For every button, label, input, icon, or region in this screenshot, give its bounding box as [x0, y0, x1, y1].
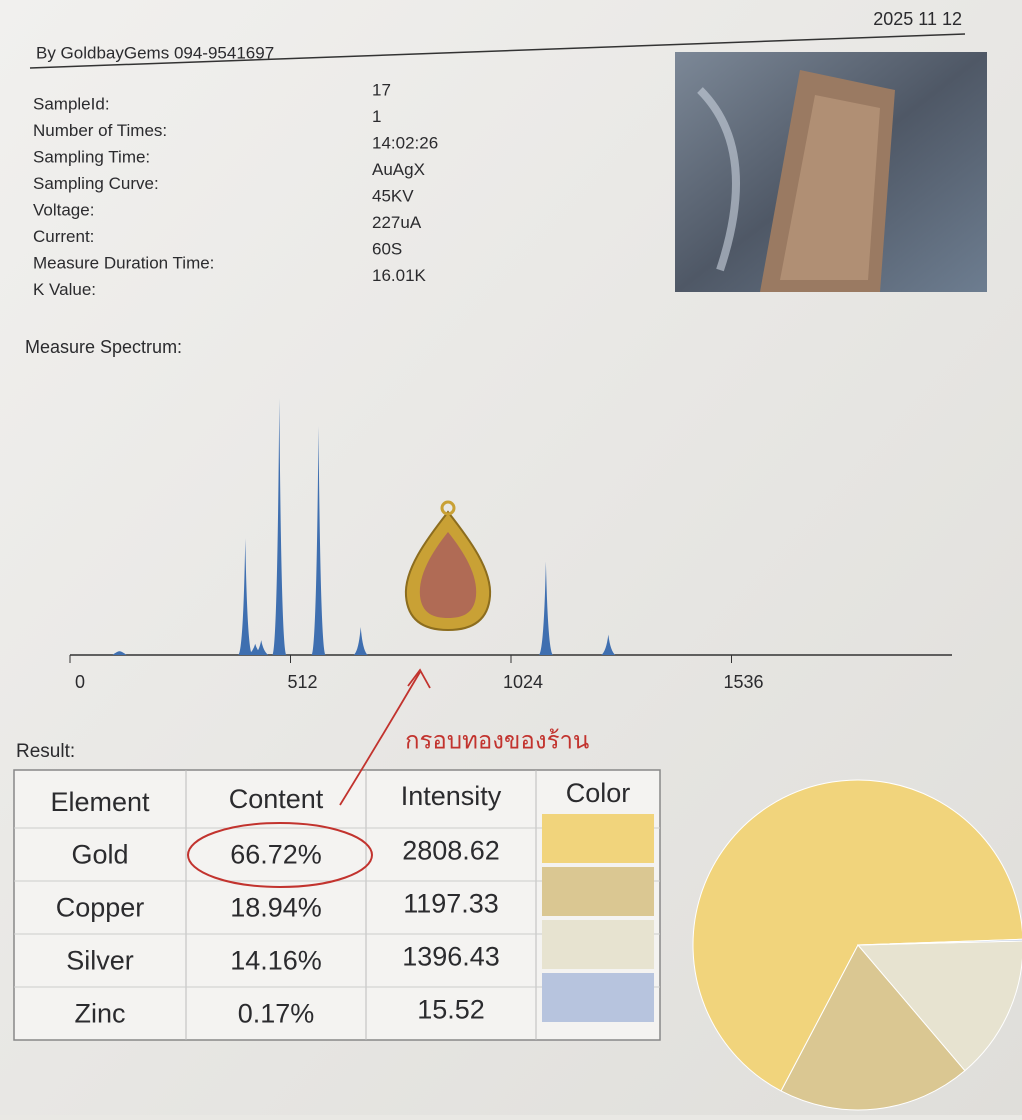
- content-cell: 66.72%: [230, 840, 322, 870]
- intensity-cell: 1396.43: [402, 942, 500, 972]
- intensity-cell: 2808.62: [402, 836, 500, 866]
- header-cell: Content: [229, 784, 324, 814]
- x-tick-label: 1024: [503, 672, 543, 692]
- info-value: 227uA: [372, 213, 422, 232]
- spectrum-peak: [601, 634, 616, 655]
- header-cell: Intensity: [401, 781, 502, 811]
- info-value: 60S: [372, 239, 402, 258]
- sample-photo: [675, 52, 987, 292]
- info-value: 16.01K: [372, 266, 427, 285]
- color-swatch: [542, 973, 654, 1022]
- info-label: SampleId:: [33, 94, 110, 113]
- info-label: Sampling Time:: [33, 147, 150, 166]
- x-tick-label: 0: [75, 672, 85, 692]
- pie-slice: [692, 779, 1022, 1092]
- element-cell: Silver: [66, 946, 134, 976]
- header-cell: Color: [566, 778, 631, 808]
- company: By GoldbayGems 094-9541697: [36, 43, 274, 62]
- info-value: 14:02:26: [372, 133, 438, 152]
- color-swatch: [542, 920, 654, 969]
- pendant: [404, 500, 492, 632]
- info-value: 45KV: [372, 186, 414, 205]
- info-value: AuAgX: [372, 160, 425, 179]
- x-tick-label: 512: [287, 672, 317, 692]
- info-label: Sampling Curve:: [33, 174, 159, 193]
- spectrum-title: Measure Spectrum:: [25, 337, 182, 357]
- intensity-cell: 1197.33: [403, 889, 499, 919]
- header-cell: Element: [50, 787, 150, 817]
- x-tick-label: 1536: [723, 672, 763, 692]
- handwriting: กรอบทองของร้าน: [187, 668, 589, 888]
- intensity-cell: 15.52: [417, 995, 485, 1025]
- info-label: K Value:: [33, 280, 96, 299]
- color-swatch: [542, 814, 654, 863]
- element-cell: Gold: [71, 840, 128, 870]
- element-cell: Copper: [56, 893, 145, 923]
- element-cell: Zinc: [74, 999, 125, 1029]
- spectrum-peak: [353, 627, 368, 655]
- spectrum-peak: [272, 398, 287, 655]
- result-table: Element Content Intensity Color Gold 66.72% 28…: [13, 769, 661, 1041]
- result-title: Result:: [16, 741, 75, 762]
- spectrum-peak: [311, 426, 326, 655]
- spectrum-peak: [238, 538, 253, 655]
- spectrum-chart: 0 512 1024 1536: [69, 398, 952, 692]
- content-cell: 0.17%: [238, 999, 315, 1029]
- spectrum-peak: [538, 561, 553, 655]
- annotation: กรอบทองของร้าน: [405, 727, 589, 754]
- pie-chart: [692, 779, 1022, 1111]
- spectrum-peak: [254, 640, 269, 655]
- date: 2025 11 12: [873, 9, 962, 29]
- pie-slice: [780, 944, 966, 1111]
- info-label: Number of Times:: [33, 121, 167, 140]
- pie-slice: [856, 940, 1022, 1072]
- info-label: Voltage:: [33, 200, 94, 219]
- spectrum-peak: [112, 651, 127, 655]
- content-cell: 18.94%: [230, 893, 322, 923]
- info-label: Current:: [33, 227, 94, 246]
- header-rule: [29, 33, 966, 69]
- pie-slice: [857, 938, 1022, 946]
- info-value: 1: [372, 107, 381, 126]
- color-swatch: [542, 867, 654, 916]
- info-label: Measure Duration Time:: [33, 253, 214, 272]
- info-value: 17: [372, 80, 391, 99]
- content-cell: 14.16%: [230, 946, 322, 976]
